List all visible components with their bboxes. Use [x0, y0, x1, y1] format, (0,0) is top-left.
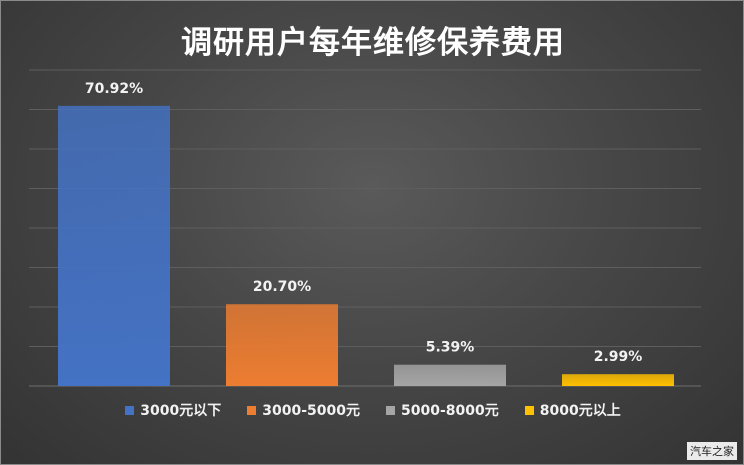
- chart-title: 调研用户每年维修保养费用: [181, 25, 565, 61]
- data-label-1: 70.92%: [85, 81, 143, 97]
- bar-2: [226, 304, 338, 386]
- bar-1: [58, 105, 170, 386]
- legend-label: 5000-8000元: [401, 403, 499, 419]
- legend-item-3: 5000-8000元: [386, 400, 499, 420]
- bar-4: [562, 374, 674, 386]
- data-label-4: 2.99%: [594, 349, 643, 365]
- legend-label: 3000-5000元: [262, 403, 360, 419]
- chart-legend: 3000元以下 3000-5000元 5000-8000元 8000元以上: [1, 400, 743, 420]
- legend-label: 3000元以下: [140, 403, 222, 419]
- legend-item-2: 3000-5000元: [247, 400, 360, 420]
- data-label-3: 5.39%: [426, 340, 475, 356]
- legend-label: 8000元以上: [539, 403, 621, 419]
- legend-swatch: [524, 405, 534, 415]
- legend-swatch: [125, 405, 135, 415]
- legend-item-4: 8000元以上: [524, 400, 621, 420]
- bar-3: [394, 364, 506, 386]
- legend-item-1: 3000元以下: [125, 400, 221, 420]
- legend-swatch: [247, 405, 257, 415]
- legend-swatch: [386, 405, 395, 415]
- data-label-2: 20.70%: [253, 279, 311, 295]
- watermark: 汽车之家: [687, 442, 737, 460]
